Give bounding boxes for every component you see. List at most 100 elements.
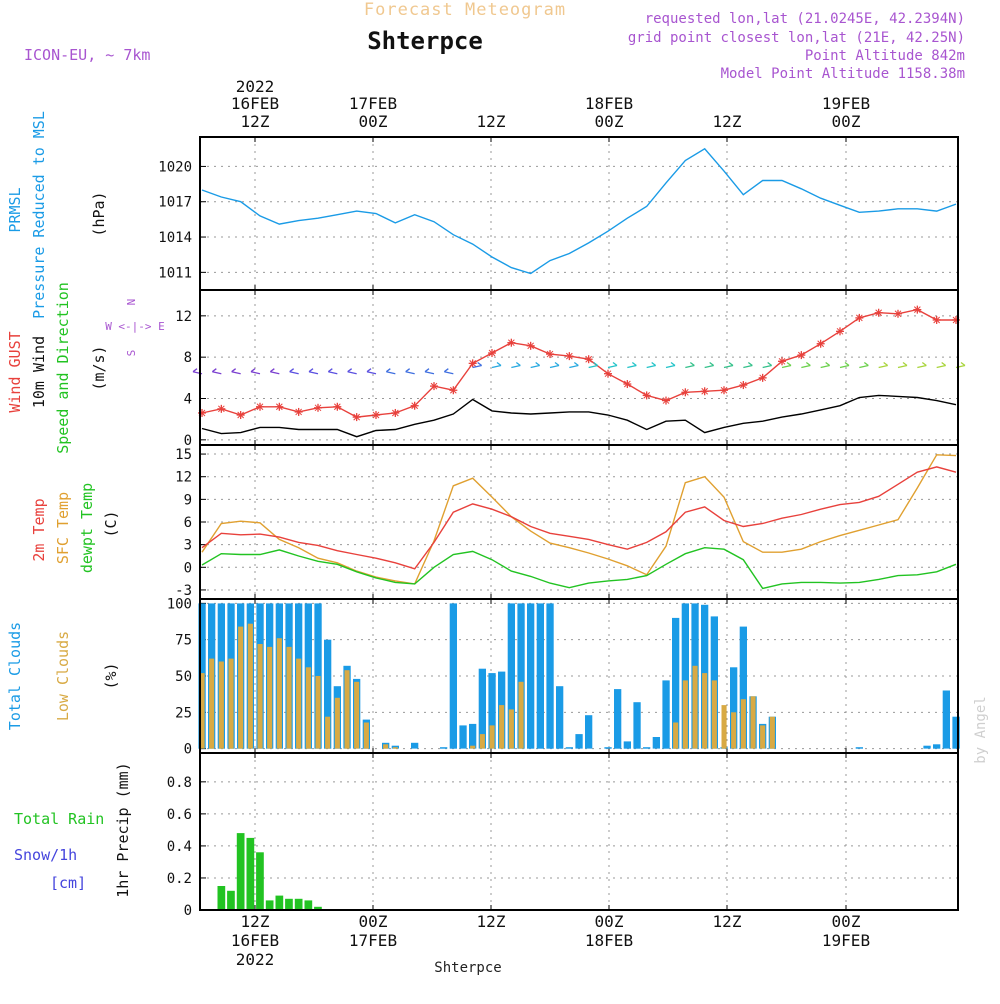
bottom-tick-date: 18FEB: [585, 931, 633, 950]
bottom-tick-year: 2022: [236, 950, 275, 969]
low-clouds-bar: [276, 638, 282, 749]
low-clouds-bar: [673, 722, 679, 749]
wind-direction-arrow: [820, 361, 831, 369]
wind-direction-arrow: [347, 368, 357, 375]
label-speed-direction: Speed and Direction: [54, 282, 72, 454]
label-snow: Snow/1h: [14, 846, 77, 864]
wind-direction-arrow: [859, 361, 869, 369]
gust-marker-d2: [275, 403, 283, 411]
gust-marker-d2: [469, 360, 477, 367]
gust-marker-d2: [237, 411, 245, 419]
compass-s: S: [125, 350, 138, 357]
low-clouds-bar: [363, 722, 369, 749]
temp-2m-line: [201, 466, 957, 570]
gust-marker: [739, 381, 748, 390]
watermark: by Angel: [973, 696, 989, 763]
total-clouds-bar: [739, 626, 747, 749]
label-snow-unit: [cm]: [50, 874, 86, 892]
top-tick-hour: 00Z: [359, 112, 388, 131]
label-dewpt-temp: dewpt Temp: [78, 483, 96, 573]
gust-marker-d2: [430, 382, 438, 390]
wind-arrow-shaft: [212, 371, 222, 375]
y-tick-label: 0: [184, 433, 192, 449]
y-tick-label: 4: [184, 392, 192, 408]
model-label: ICON-EU, ~ 7km: [24, 46, 150, 64]
low-clouds-bar: [267, 646, 273, 749]
wind-direction-arrow: [530, 361, 541, 369]
forecast-banner: Forecast Meteogram: [364, 0, 566, 20]
wind-arrow-head: [786, 361, 792, 367]
wind-arrow-head: [366, 368, 372, 373]
rain-bar: [246, 837, 255, 910]
gust-marker: [913, 305, 922, 314]
wind-arrow-shaft: [405, 371, 415, 375]
wind-arrow-shaft: [801, 364, 811, 369]
wind-direction-arrow: [405, 368, 415, 375]
wind-arrow-shaft: [820, 364, 830, 369]
top-tick-year: 2022: [236, 77, 275, 96]
low-clouds-bar: [383, 744, 389, 749]
rain-bar: [314, 906, 322, 910]
gust-marker: [449, 386, 458, 395]
rain-bar: [217, 886, 226, 910]
gust-marker: [816, 339, 825, 348]
wind-direction-arrow: [443, 368, 454, 375]
wind-direction-arrow: [491, 361, 502, 369]
total-clouds-bar: [585, 715, 593, 749]
low-clouds-bar: [257, 644, 263, 749]
pressure-line: [201, 147, 957, 275]
low-clouds-bar: [286, 646, 292, 749]
gust-marker: [700, 387, 709, 396]
low-clouds-bar: [731, 712, 737, 749]
wind-arrow-head: [535, 361, 541, 367]
wind-arrow-head: [728, 361, 734, 367]
unit-hpa: (hPa): [90, 191, 108, 236]
label-total-rain: Total Rain: [14, 810, 104, 828]
wind-arrow-shaft: [250, 371, 261, 375]
compass-n: N: [125, 299, 138, 306]
low-clouds-bar: [199, 673, 205, 749]
low-clouds-bar: [344, 670, 350, 749]
gust-marker: [391, 408, 400, 417]
wind-arrow-shaft: [723, 364, 734, 369]
gust-marker: [546, 350, 554, 359]
wind-arrow-head: [347, 368, 353, 373]
low-clouds-bar: [334, 697, 340, 749]
wind-direction-arrow: [569, 361, 579, 369]
low-clouds-bar: [228, 658, 234, 749]
wind-arrow-shaft: [491, 364, 502, 369]
y-tick-label: 15: [175, 447, 192, 463]
gust-marker: [758, 373, 767, 382]
wind-direction-arrow: [327, 368, 338, 375]
wind-arrow-shaft: [347, 371, 357, 375]
y-tick-label: 0: [184, 560, 192, 576]
gust-marker-d2: [546, 350, 554, 358]
wind-arrow-shaft: [917, 364, 927, 369]
wind-direction-arrow: [897, 361, 908, 369]
y-tick-label: 6: [184, 515, 192, 531]
low-clouds-bar: [711, 680, 717, 749]
y-tick-label: 3: [184, 538, 192, 554]
gust-marker-d2: [527, 342, 535, 350]
wind-direction-arrow: [743, 361, 753, 369]
low-clouds-bar: [682, 680, 688, 749]
gust-marker: [855, 313, 864, 322]
gust-marker: [507, 338, 516, 347]
gust-marker: [352, 413, 361, 422]
gust-marker-d2: [701, 387, 709, 395]
gust-marker: [275, 402, 284, 411]
wind-arrow-shaft: [859, 364, 869, 369]
plot-layer: 101110141017102004812-303691215025507510…: [6, 77, 966, 969]
total-clouds-bar: [575, 734, 583, 749]
wind-arrow-shaft: [231, 371, 241, 375]
wind-arrow-shaft: [627, 364, 637, 369]
gust-marker-d2: [855, 314, 863, 322]
wind-arrow-shaft: [878, 364, 888, 369]
gust-marker-d2: [875, 309, 883, 317]
wind-arrow-shaft: [781, 364, 792, 369]
panel-frame: [199, 136, 959, 291]
low-clouds-bar: [760, 725, 766, 749]
rain-bar: [256, 852, 264, 910]
gust-marker: [410, 401, 419, 410]
gust-marker-d2: [933, 316, 941, 324]
